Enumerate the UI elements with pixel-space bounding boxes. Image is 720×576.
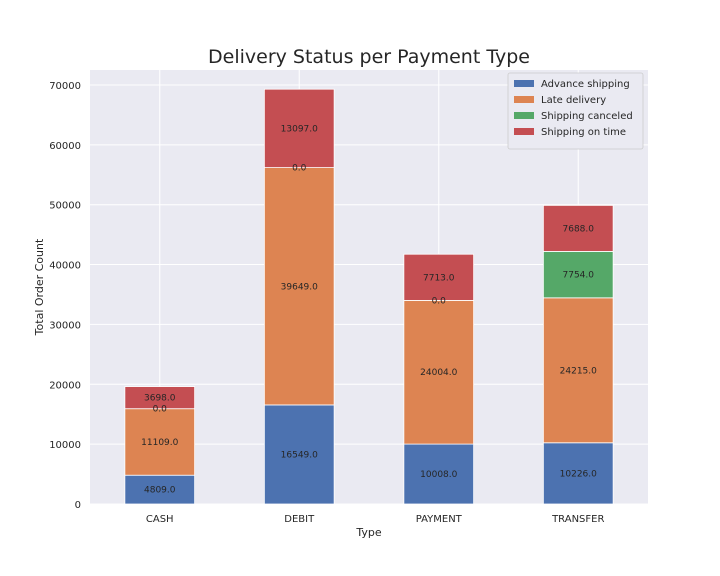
bar-segment bbox=[124, 408, 196, 476]
legend-label: Shipping on time bbox=[541, 127, 626, 138]
bar-segment bbox=[542, 297, 614, 444]
bar-segment bbox=[403, 443, 475, 505]
bar-value-label: 13097.0 bbox=[281, 124, 318, 134]
bar-value-label: 3698.0 bbox=[144, 394, 176, 404]
bar-value-label: 24004.0 bbox=[420, 368, 457, 378]
y-tick-label: 40000 bbox=[49, 261, 81, 272]
bar-value-label: 0.0 bbox=[292, 164, 307, 174]
y-tick-label: 20000 bbox=[49, 380, 81, 391]
bar-value-label: 7754.0 bbox=[563, 271, 595, 281]
x-tick-label: PAYMENT bbox=[416, 514, 463, 525]
bar-value-label: 10008.0 bbox=[420, 470, 457, 480]
x-tick-label: DEBIT bbox=[284, 514, 315, 525]
bar-segment bbox=[124, 474, 196, 505]
legend-swatch bbox=[514, 80, 534, 87]
bar-value-label: 0.0 bbox=[432, 296, 447, 306]
legend-label: Late delivery bbox=[541, 95, 606, 106]
bar-value-label: 0.0 bbox=[153, 405, 168, 415]
legend-swatch bbox=[514, 128, 534, 135]
y-axis-ticks: 0 10000 20000 30000 40000 50000 60000 70000 bbox=[49, 81, 81, 511]
data-labels: 4809.011109.00.03698.016549.039649.00.01… bbox=[141, 124, 597, 495]
bars bbox=[124, 88, 614, 505]
bar-segment bbox=[542, 251, 614, 299]
legend-swatch bbox=[514, 112, 534, 119]
y-tick-label: 30000 bbox=[49, 320, 81, 331]
bar-segment bbox=[403, 253, 475, 301]
y-tick-label: 0 bbox=[75, 500, 81, 511]
bar-value-label: 39649.0 bbox=[281, 282, 318, 292]
x-tick-label: TRANSFER bbox=[551, 514, 604, 525]
bar-value-label: 10226.0 bbox=[560, 469, 597, 479]
bar-value-label: 16549.0 bbox=[281, 450, 318, 460]
bar-segment bbox=[542, 442, 614, 505]
x-axis-label: Type bbox=[355, 526, 381, 539]
legend-box bbox=[507, 72, 644, 150]
legend-label: Shipping canceled bbox=[541, 111, 633, 122]
bar-segment bbox=[263, 88, 335, 168]
y-tick-label: 50000 bbox=[49, 201, 81, 212]
legend-swatch bbox=[514, 96, 534, 103]
y-tick-label: 70000 bbox=[49, 81, 81, 92]
bar-value-label: 24215.0 bbox=[560, 366, 597, 376]
bar-segment bbox=[542, 204, 614, 252]
y-axis-label: Total Order Count bbox=[33, 238, 46, 336]
bar-value-label: 7688.0 bbox=[563, 224, 595, 234]
legend: Advance shipping Late delivery Shipping ca… bbox=[507, 72, 644, 150]
bar-value-label: 4809.0 bbox=[144, 486, 176, 496]
y-tick-label: 10000 bbox=[49, 440, 81, 451]
bar-value-label: 7713.0 bbox=[423, 273, 455, 283]
y-tick-label: 60000 bbox=[49, 141, 81, 152]
bar-segment bbox=[403, 299, 475, 445]
bar-value-label: 11109.0 bbox=[141, 438, 178, 448]
bar-segment bbox=[124, 386, 196, 410]
x-tick-label: CASH bbox=[146, 514, 174, 525]
chart-title: Delivery Status per Payment Type bbox=[208, 46, 530, 68]
legend-label: Advance shipping bbox=[541, 79, 630, 90]
x-axis-ticks: CASH DEBIT PAYMENT TRANSFER bbox=[146, 514, 605, 525]
bar-segment bbox=[263, 167, 335, 406]
